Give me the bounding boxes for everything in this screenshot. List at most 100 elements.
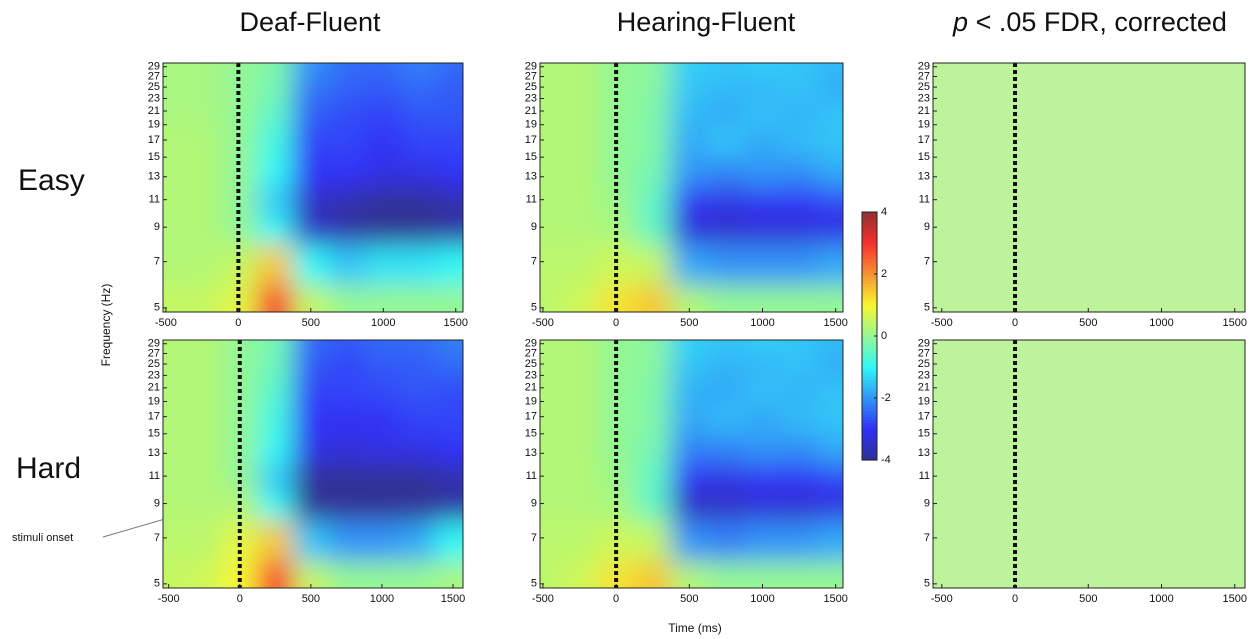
x-tick-label: 1500 bbox=[444, 317, 468, 329]
heatmap-cell bbox=[671, 284, 709, 312]
heatmap-cell bbox=[365, 158, 402, 189]
heatmap-cell bbox=[671, 63, 709, 78]
heatmap-cell bbox=[328, 560, 365, 588]
y-tick-label: 5 bbox=[154, 578, 160, 590]
x-tick-label: 0 bbox=[235, 317, 241, 329]
colorbar-strip bbox=[862, 243, 877, 247]
heatmap-cell bbox=[540, 340, 562, 355]
title-text: < .05 FDR, corrected bbox=[976, 7, 1227, 37]
heatmap-cell bbox=[292, 63, 330, 78]
heatmap-cell bbox=[540, 76, 562, 100]
column-title: Hearing-Fluent bbox=[617, 7, 796, 37]
heatmap-cell bbox=[365, 244, 402, 286]
colorbar-strip bbox=[862, 450, 877, 455]
colorbar-strip bbox=[862, 388, 877, 393]
x-tick-label: 0 bbox=[613, 317, 619, 329]
axes-frame bbox=[162, 62, 464, 313]
heatmap-cell bbox=[707, 340, 745, 355]
heatmap-cell bbox=[634, 402, 672, 436]
heatmap-cell bbox=[257, 560, 294, 588]
heatmap-cell bbox=[597, 244, 635, 286]
heatmap-cell bbox=[328, 244, 366, 286]
heatmap-cell bbox=[561, 375, 599, 403]
y-tick-label: 11 bbox=[526, 194, 537, 206]
heatmap-cell bbox=[561, 340, 599, 355]
colorbar-strip bbox=[862, 224, 877, 229]
heatmap-cell bbox=[780, 125, 818, 159]
heatmap-cell bbox=[292, 125, 330, 159]
heatmap-cell bbox=[744, 244, 782, 286]
y-tick-label: 21 bbox=[525, 105, 537, 117]
x-tick-label: -500 bbox=[158, 593, 180, 605]
y-tick-label: 11 bbox=[149, 194, 160, 206]
colorbar-strip bbox=[862, 407, 877, 411]
colorbar-strip bbox=[862, 398, 877, 402]
x-tick-label: 1000 bbox=[371, 317, 395, 329]
heatmap-cell bbox=[634, 188, 672, 214]
heatmap-cell bbox=[163, 125, 185, 159]
heatmap-cell bbox=[184, 99, 221, 126]
colorbar-strip bbox=[862, 270, 877, 275]
heatmap-cell bbox=[671, 402, 709, 436]
colorbar-strip bbox=[862, 429, 877, 433]
heatmap-cell bbox=[561, 402, 599, 436]
x-tick-label: -500 bbox=[931, 593, 953, 605]
colorbar-strip bbox=[862, 453, 877, 458]
x-tick-label: 500 bbox=[1079, 593, 1097, 605]
heatmap-cell bbox=[257, 340, 294, 355]
colorbar-tick-label: 2 bbox=[881, 268, 887, 280]
y-tick-label: 21 bbox=[525, 382, 537, 394]
heatmap-cell bbox=[364, 340, 401, 355]
heatmap-cell bbox=[707, 188, 745, 214]
heatmap-cell bbox=[817, 375, 843, 403]
colorbar-strip bbox=[862, 249, 877, 253]
heatmap-cell bbox=[292, 213, 330, 245]
heatmap bbox=[540, 340, 843, 588]
heatmap-cell bbox=[597, 76, 635, 100]
colorbar-strip bbox=[862, 336, 877, 340]
mask-area bbox=[933, 63, 1245, 312]
heatmap-cell bbox=[328, 402, 365, 436]
heatmap-cell bbox=[780, 520, 818, 562]
y-tick-label: 19 bbox=[148, 395, 160, 407]
y-tick-label: 29 bbox=[148, 61, 160, 73]
heatmap-cell bbox=[184, 284, 221, 312]
heatmap-cell bbox=[401, 213, 439, 245]
heatmap-cell bbox=[163, 402, 187, 436]
heatmap-cell bbox=[184, 125, 221, 159]
y-tick-label: 19 bbox=[918, 395, 930, 407]
heatmap-cell bbox=[540, 434, 562, 466]
title-italic: p bbox=[952, 7, 968, 37]
y-tick-label: 21 bbox=[918, 105, 930, 117]
x-tick-label: 1000 bbox=[750, 317, 774, 329]
heatmap-cell bbox=[292, 158, 330, 189]
heatmap-cell bbox=[817, 158, 843, 189]
colorbar-strip bbox=[862, 367, 877, 371]
colorbar-strip bbox=[862, 221, 877, 225]
colorbar-strip bbox=[862, 339, 877, 343]
heatmap-cell bbox=[365, 99, 402, 126]
heatmap-cell bbox=[401, 284, 439, 312]
heatmap-cell bbox=[399, 520, 436, 562]
y-tick-label: 15 bbox=[148, 428, 160, 440]
colorbar-strip bbox=[862, 394, 877, 399]
heatmap-cell bbox=[561, 63, 599, 78]
heatmap-cell bbox=[163, 63, 185, 78]
y-tick-label: 29 bbox=[918, 61, 930, 73]
heatmap-cell bbox=[328, 353, 365, 377]
colorbar-strip bbox=[862, 280, 877, 284]
heatmap-cell bbox=[437, 158, 463, 189]
heatmap-cell bbox=[437, 63, 463, 78]
heatmap-cell bbox=[540, 464, 562, 491]
heatmap-cell bbox=[328, 99, 366, 126]
colorbar-strip bbox=[862, 401, 877, 405]
heatmap-cell bbox=[780, 284, 818, 312]
column-title: Deaf-Fluent bbox=[239, 7, 381, 37]
heatmap-cell bbox=[186, 560, 223, 588]
heatmap-cell bbox=[744, 340, 782, 355]
y-tick-label: 21 bbox=[148, 105, 160, 117]
y-tick-label: 11 bbox=[526, 470, 537, 482]
heatmap-cell bbox=[817, 244, 843, 286]
heatmap-cell bbox=[365, 76, 402, 100]
heatmap-cell bbox=[257, 520, 294, 562]
